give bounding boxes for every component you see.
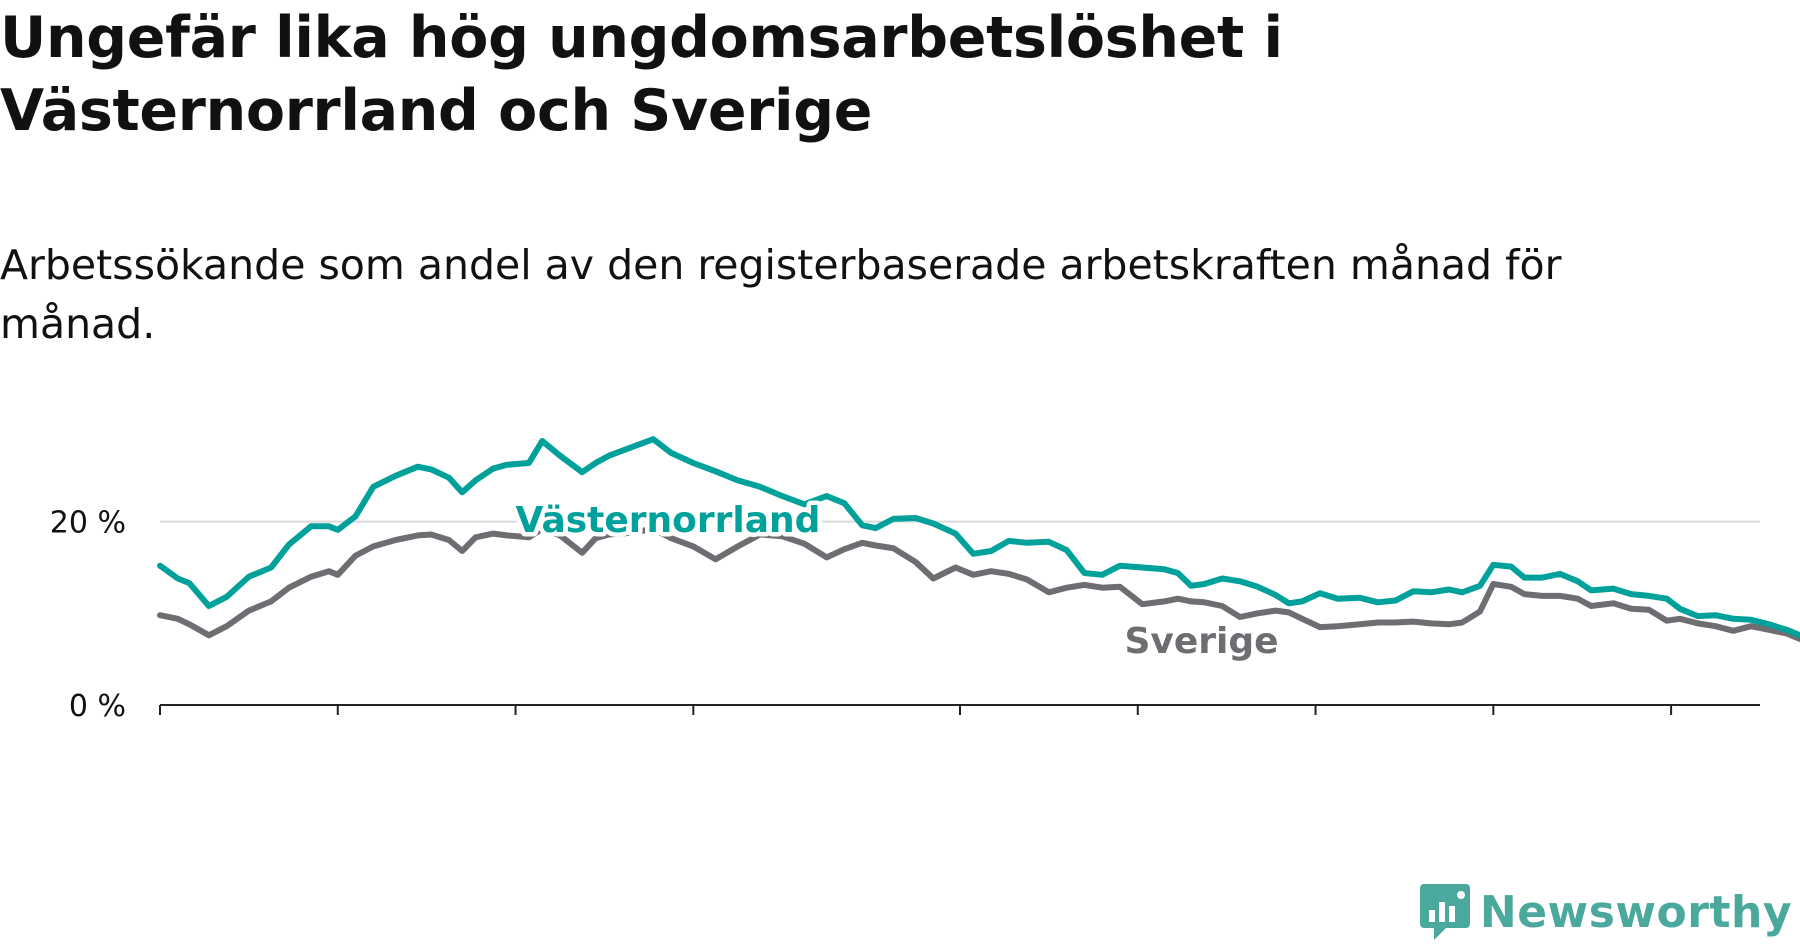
series-label-sverige: Sverige: [1124, 621, 1278, 662]
chart-title: Ungefär lika hög ungdomsarbetslöshet i V…: [0, 5, 1283, 144]
brand-name: Newsworthy: [1479, 886, 1792, 938]
y-tick-label: 0 %: [69, 689, 126, 720]
series-line-sverige: [157, 526, 1800, 642]
series-line-vasternorrland: [157, 436, 1800, 639]
y-tick-label: 20 %: [50, 506, 126, 541]
bar-chart-speech-icon: [1419, 884, 1470, 940]
chart-subtitle: Arbetssökande som andel av den registerb…: [0, 241, 1562, 348]
line-chart: 0 %20 %200820102012201420172019202120232…: [50, 436, 1800, 720]
newsworthy-logo: Newsworthy: [1419, 884, 1792, 940]
series-label-vasternorrland: Västernorrland: [516, 500, 821, 541]
